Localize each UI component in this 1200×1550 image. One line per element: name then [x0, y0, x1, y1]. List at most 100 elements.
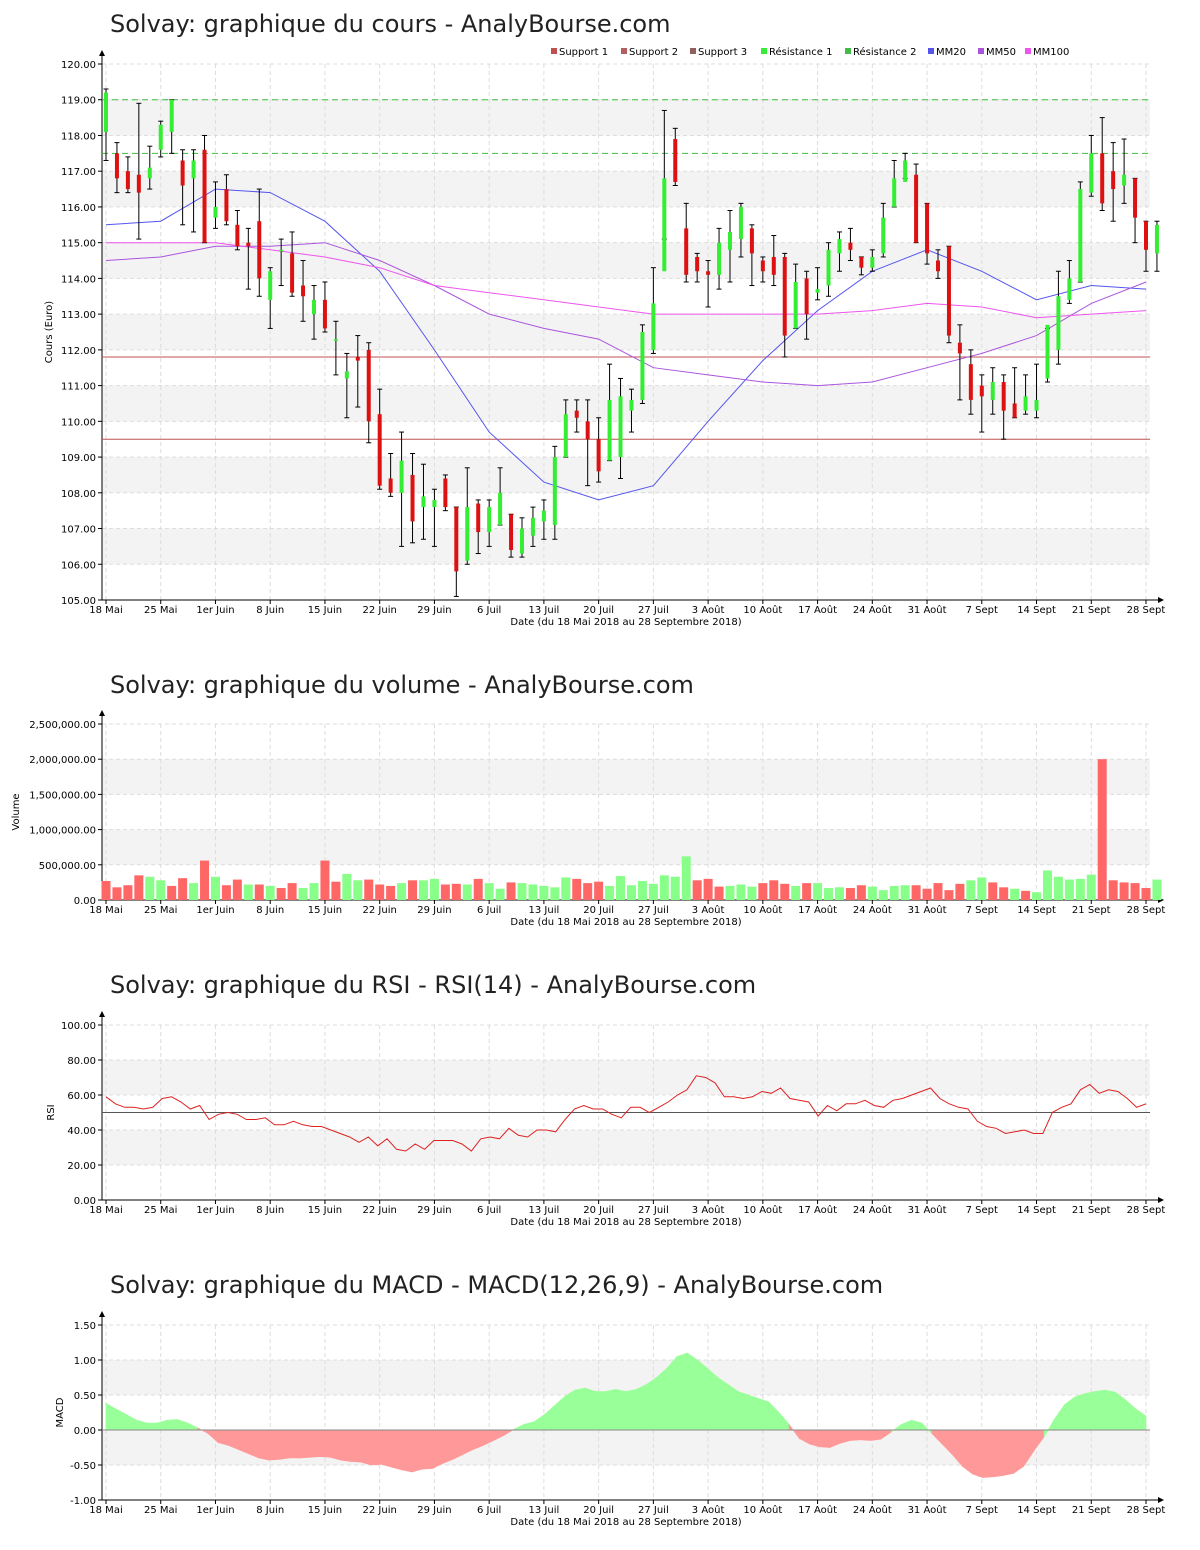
x-tick-label: 15 Juin — [308, 1505, 342, 1516]
y-tick-label: 109.00 — [61, 453, 96, 464]
macd-area-segment — [289, 1429, 301, 1459]
candle-body — [1144, 221, 1148, 250]
candle-body — [1122, 174, 1127, 186]
x-tick-label: 29 Juin — [417, 1205, 451, 1216]
volume-bar — [200, 860, 210, 900]
volume-bar — [331, 881, 341, 900]
volume-bar — [353, 880, 363, 900]
y-axis-arrow — [99, 50, 105, 56]
volume-bar — [626, 885, 636, 900]
macd-area-segment — [1115, 1391, 1126, 1431]
candle-body — [979, 385, 984, 397]
candle-body — [191, 160, 196, 179]
y-axis-arrow — [99, 1011, 105, 1017]
volume-bar — [933, 883, 943, 900]
x-tick-label: 15 Juin — [308, 1205, 342, 1216]
candle-body — [695, 256, 700, 272]
macd-area-segment — [1013, 1429, 1024, 1474]
x-tick-label: 6 Juil — [477, 905, 501, 916]
macd-area-segment — [370, 1429, 382, 1466]
macd-area-segment — [778, 1411, 790, 1431]
legend-label: Support 2 — [629, 47, 678, 58]
candle-body — [1111, 171, 1116, 190]
macd-area-segment — [900, 1419, 912, 1431]
candle-body — [158, 124, 163, 150]
volume-bar — [375, 884, 385, 900]
volume-bar — [1021, 890, 1031, 900]
y-tick-label: 500,000.00 — [39, 861, 96, 872]
volume-bar — [769, 880, 779, 900]
x-tick-label: 1er Juin — [196, 905, 234, 916]
volume-bar — [243, 884, 253, 900]
y-tick-label: 110.00 — [61, 417, 96, 428]
macd-area-segment — [278, 1429, 290, 1460]
macd-area-segment — [666, 1355, 678, 1431]
candle-body — [1067, 278, 1072, 300]
volume-bar — [681, 856, 691, 900]
volume-bar — [210, 876, 220, 900]
x-tick-label: 7 Sept — [966, 1205, 998, 1216]
volume-bar — [824, 888, 834, 900]
macd-area-segment — [1053, 1403, 1065, 1431]
y-tick-label: 0.50 — [74, 1391, 96, 1402]
candle-body — [180, 160, 185, 186]
candle-body — [903, 160, 908, 182]
macd-area-segment — [727, 1383, 739, 1431]
macd-area-segment — [136, 1419, 148, 1431]
x-tick-label: 27 Juil — [638, 605, 669, 616]
volume-bar — [1108, 880, 1118, 900]
macd-area-segment — [105, 1402, 117, 1431]
macd-area-segment — [758, 1398, 770, 1431]
x-tick-label: 10 Août — [743, 604, 782, 616]
volume-bar — [232, 879, 242, 900]
candle-body — [114, 153, 119, 179]
volume-bar — [397, 883, 407, 900]
candle-body — [465, 507, 470, 561]
candle-body — [476, 503, 481, 533]
candle-body — [629, 399, 634, 411]
macd-area-segment — [329, 1429, 341, 1461]
macd-area-segment — [217, 1429, 229, 1446]
x-tick-label: 31 Août — [908, 1504, 947, 1516]
x-tick-label: 21 Sept — [1072, 1505, 1111, 1516]
x-tick-label: 8 Juin — [256, 605, 284, 616]
x-tick-label: 3 Août — [692, 604, 725, 616]
candle-body — [1133, 178, 1138, 218]
volume-bar — [966, 880, 976, 900]
x-tick-label: 27 Juil — [638, 905, 669, 916]
macd-area-segment — [819, 1429, 831, 1448]
moving-average-mm20 — [105, 188, 1147, 501]
candle-body — [1078, 189, 1083, 282]
volume-bar — [484, 883, 494, 900]
x-tick-label: 25 Mai — [144, 605, 177, 616]
volume-bar — [1086, 874, 1096, 900]
volume-bar — [145, 876, 155, 900]
candle-body — [728, 231, 732, 250]
macd-area-segment — [126, 1414, 137, 1431]
macd-area-segment — [707, 1367, 719, 1431]
y-axis-arrow — [99, 1311, 105, 1317]
candle-body — [607, 399, 612, 461]
candle-body — [870, 256, 875, 268]
candle-body — [596, 439, 601, 472]
candle-body — [301, 285, 306, 297]
candle-body — [509, 514, 514, 550]
y-tick-label: 1,000,000.00 — [29, 826, 96, 837]
volume-bar — [1119, 882, 1129, 900]
candle-body — [946, 246, 951, 336]
candle-body — [881, 217, 886, 254]
candle-body — [552, 457, 557, 525]
y-tick-label: 0.00 — [74, 1426, 96, 1437]
volume-bar — [473, 878, 483, 900]
macd-area-segment — [299, 1429, 311, 1459]
macd-area-segment — [737, 1391, 749, 1431]
macd-area-segment — [849, 1429, 861, 1441]
macd-area-segment — [431, 1429, 443, 1469]
candle-body — [268, 271, 273, 300]
candle-body — [125, 171, 130, 190]
x-tick-label: 28 Sept — [1127, 1505, 1166, 1516]
legend-swatch — [551, 48, 557, 54]
volume-bar — [517, 883, 527, 900]
grid-band — [102, 314, 1150, 350]
candle-body — [136, 174, 141, 193]
